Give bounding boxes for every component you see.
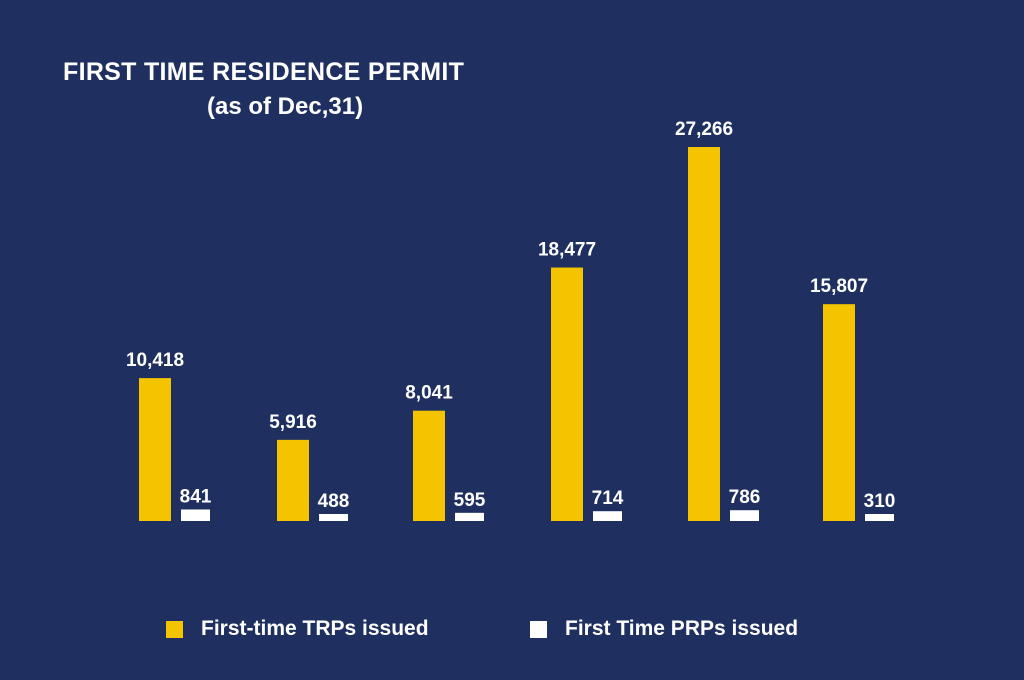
trp-data-label: 27,266 [675,119,733,140]
trp-data-label: 18,477 [538,240,596,261]
prp-bar [455,512,484,521]
trp-data-label: 5,916 [269,412,317,433]
prp-data-label: 595 [454,490,486,511]
legend-swatch-prp [530,620,547,638]
chart-title: FIRST TIME RESIDENCE PERMIT [63,58,465,86]
legend: First-time TRPs issued First Time PRPs i… [0,617,1024,645]
trp-bar [551,267,583,521]
trp-bar [413,410,445,521]
prp-bar [865,514,894,521]
prp-bar [319,514,348,521]
prp-data-label: 714 [592,488,624,509]
trp-data-label: 10,418 [126,350,184,371]
legend-swatch-trp [166,620,183,638]
prp-bar [730,510,759,521]
trp-data-label: 8,041 [405,383,453,404]
trp-bar [688,147,720,521]
legend-item-prp: First Time PRPs issued [530,617,798,641]
trp-bar [823,304,855,521]
prp-data-label: 786 [729,487,761,508]
legend-item-trp: First-time TRPs issued [166,617,429,641]
trp-bar [277,439,309,521]
prp-data-label: 488 [318,491,350,512]
legend-label-trp: First-time TRPs issued [201,617,429,640]
prp-data-label: 310 [864,491,896,512]
legend-label-prp: First Time PRPs issued [565,617,799,640]
chart-subtitle: (as of Dec,31) [207,93,364,120]
prp-bar [593,511,622,521]
bar-chart: 10,418 841 5,916 488 8,041 595 18,477 714 27,266… [126,119,896,521]
prp-data-label: 841 [180,486,212,507]
trp-bar [139,378,171,521]
trp-data-label: 15,807 [810,276,868,297]
prp-bar [181,509,210,521]
